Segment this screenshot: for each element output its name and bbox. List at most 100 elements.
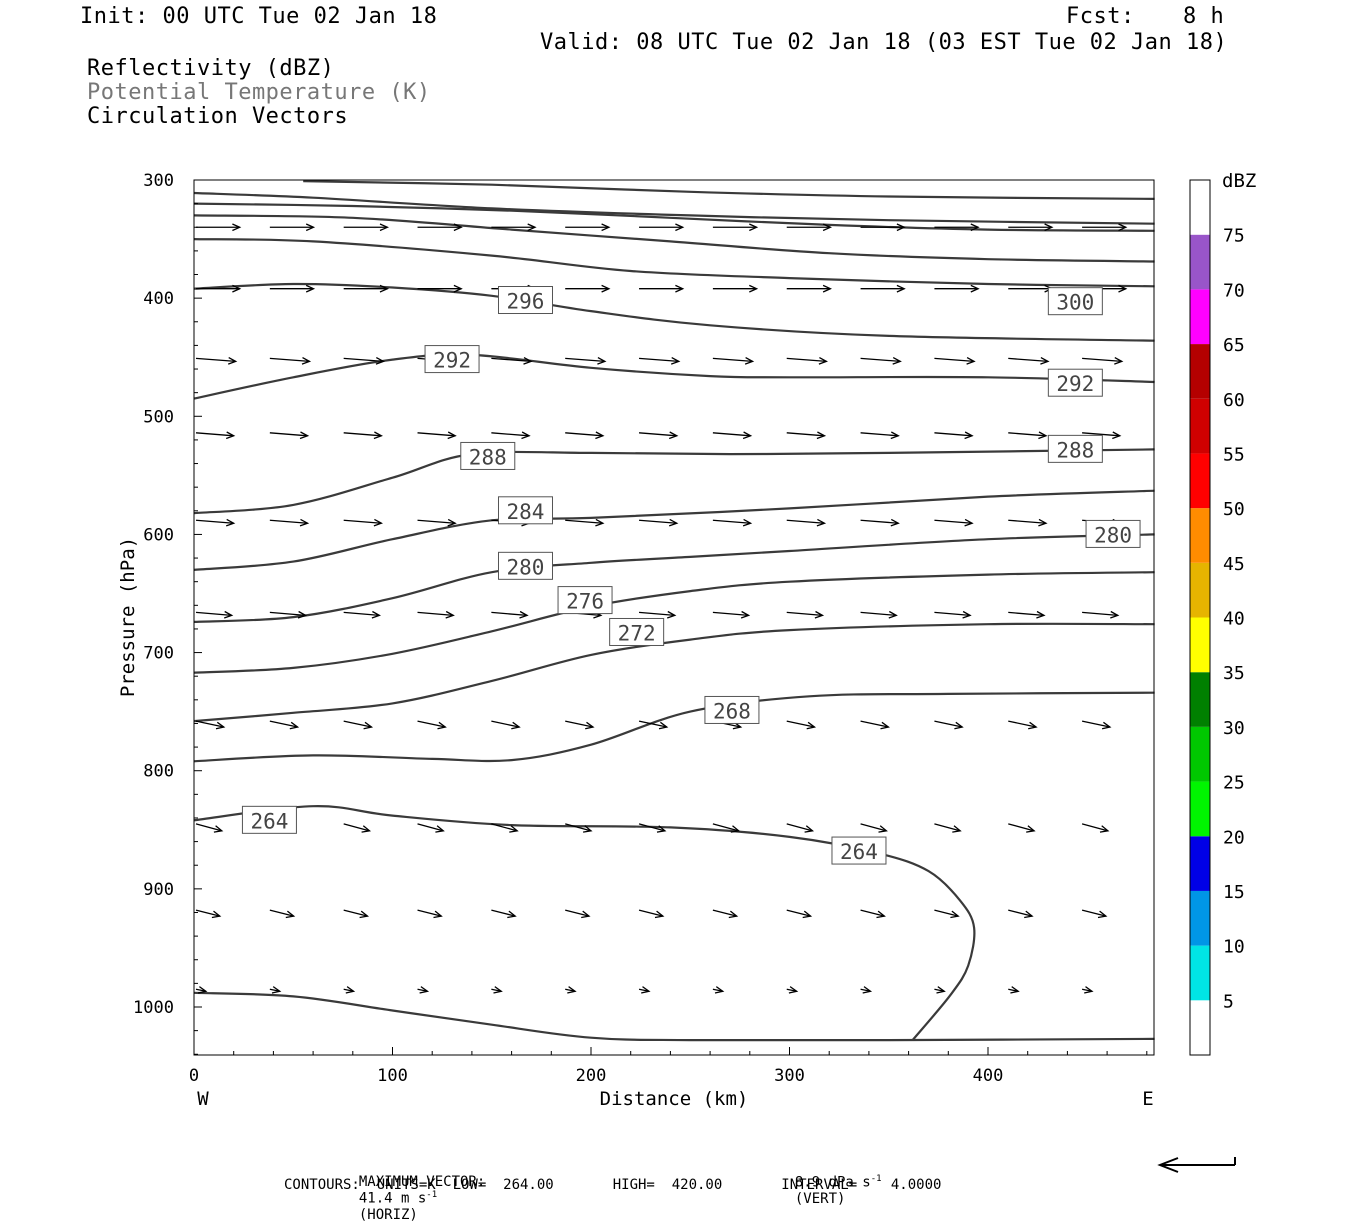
circulation-vector (491, 357, 532, 363)
circulation-vector-head (435, 825, 445, 833)
circulation-vector-head (379, 223, 390, 232)
circulation-vector (195, 519, 234, 524)
circulation-vector (417, 432, 456, 437)
circulation-vector-head (654, 910, 665, 919)
contour-label-276: 276 (566, 590, 604, 614)
circulation-vector-head (363, 721, 374, 730)
y-tick-label-1000: 1000 (133, 998, 174, 1018)
circulation-vector (712, 519, 751, 524)
circulation-vector-head (670, 357, 681, 365)
circulation-vector-head (964, 518, 974, 527)
x-tick-label-200: 200 (576, 1066, 607, 1086)
circulation-vector-head (215, 721, 226, 730)
circulation-vector-head (749, 284, 759, 293)
contour-label-box-292 (424, 345, 480, 374)
plot-frame (193, 179, 1155, 1056)
circulation-vector-head (345, 986, 356, 994)
circulation-vectors (195, 223, 1128, 994)
circulation-vector-head (359, 910, 370, 919)
circulation-vector (491, 823, 518, 832)
circulation-vector (712, 909, 737, 917)
circulation-vector-head (1038, 431, 1048, 440)
horiz-exponent: -1 (426, 1190, 438, 1200)
circulation-vector (417, 823, 444, 832)
colorbar-segment (1190, 617, 1210, 673)
circulation-vector-head (433, 910, 443, 919)
colorbar-segment (1190, 890, 1210, 946)
circulation-vector (712, 988, 723, 992)
circulation-vector (1008, 611, 1045, 617)
circulation-vector-head (666, 610, 677, 619)
x-tick-label-0: 0 (189, 1066, 199, 1086)
circulation-vector (786, 988, 797, 992)
circulation-vector (269, 611, 306, 617)
y-tick-label-900: 900 (143, 880, 174, 900)
circulation-vector-head (361, 825, 372, 833)
circulation-vector-head (511, 721, 521, 730)
colorbar-segment (1190, 398, 1210, 454)
circulation-vector (786, 432, 825, 437)
circulation-vector (1008, 519, 1047, 524)
circulation-vector-head (822, 223, 832, 232)
colorbar-segment (1190, 945, 1210, 1001)
circulation-vector (343, 432, 382, 437)
contour-label-284: 284 (507, 500, 545, 524)
circulation-vector-head (818, 357, 828, 365)
contour-label-268: 268 (713, 699, 751, 723)
circulation-vector-head (1044, 223, 1054, 232)
circulation-vector (1082, 357, 1122, 363)
circulation-vector-head (1010, 986, 1020, 994)
circulation-vector-head (668, 431, 679, 440)
reference-vector-arrow-icon (1157, 1157, 1236, 1173)
y-tick-label-500: 500 (143, 407, 174, 427)
circulation-vector-head (301, 357, 312, 365)
circulation-vector-head (668, 518, 679, 527)
circulation-vector-head (890, 518, 900, 527)
colorbar-label-25: 25 (1223, 773, 1245, 794)
contour-272 (193, 622, 1155, 723)
circulation-vector (860, 611, 897, 617)
forecast-hours: 8 h (1183, 4, 1225, 29)
circulation-vector-head (371, 610, 381, 619)
circulation-vector-head (305, 223, 316, 232)
circulation-vector-head (896, 284, 906, 293)
circulation-vector (565, 823, 592, 832)
contour-label-288: 288 (1056, 438, 1094, 462)
circulation-vector (269, 720, 298, 728)
contour-label-264: 264 (840, 840, 878, 864)
field-potential-temperature: Potential Temperature (K) (87, 80, 431, 105)
circulation-vector (1081, 823, 1109, 832)
colorbar-label-5: 5 (1223, 991, 1234, 1012)
contour-label-280: 280 (1094, 523, 1132, 547)
circulation-vector-head (880, 721, 890, 730)
circulation-vector (491, 909, 516, 917)
circulation-vector-head (1118, 223, 1128, 232)
circulation-vector (343, 823, 370, 832)
circulation-vector (491, 988, 502, 992)
circulation-vector-head (728, 910, 739, 919)
y-tick-label-600: 600 (143, 525, 174, 545)
circulation-vector (565, 909, 590, 917)
circulation-vector-head (601, 223, 611, 232)
colorbar-segment (1190, 180, 1210, 235)
potential-temperature-contours (193, 180, 1155, 1042)
circulation-vector-head (595, 518, 605, 527)
contour-labels: 264 264 268 272 276 280 280 284 288 288 292 292 296 3… (241, 286, 1141, 865)
circulation-vector (638, 988, 650, 992)
circulation-vector-head (585, 721, 595, 730)
circulation-vector (1008, 357, 1049, 363)
circulation-vector (343, 357, 384, 363)
circulation-vector (417, 988, 428, 992)
circulation-vector (269, 988, 280, 992)
max-vector-vert-value: 8.9 dPa s (794, 1174, 871, 1191)
contour-label-box-292 (1047, 368, 1103, 397)
circulation-vector-head (950, 910, 960, 919)
colorbar-segment (1190, 453, 1210, 509)
circulation-vector-head (970, 284, 980, 293)
circulation-vector (860, 909, 885, 917)
circulation-vector (195, 720, 224, 728)
circulation-vector-head (822, 284, 832, 293)
circulation-vector-head (453, 284, 463, 293)
circulation-vector-head (896, 223, 906, 232)
circulation-vector (343, 519, 382, 524)
